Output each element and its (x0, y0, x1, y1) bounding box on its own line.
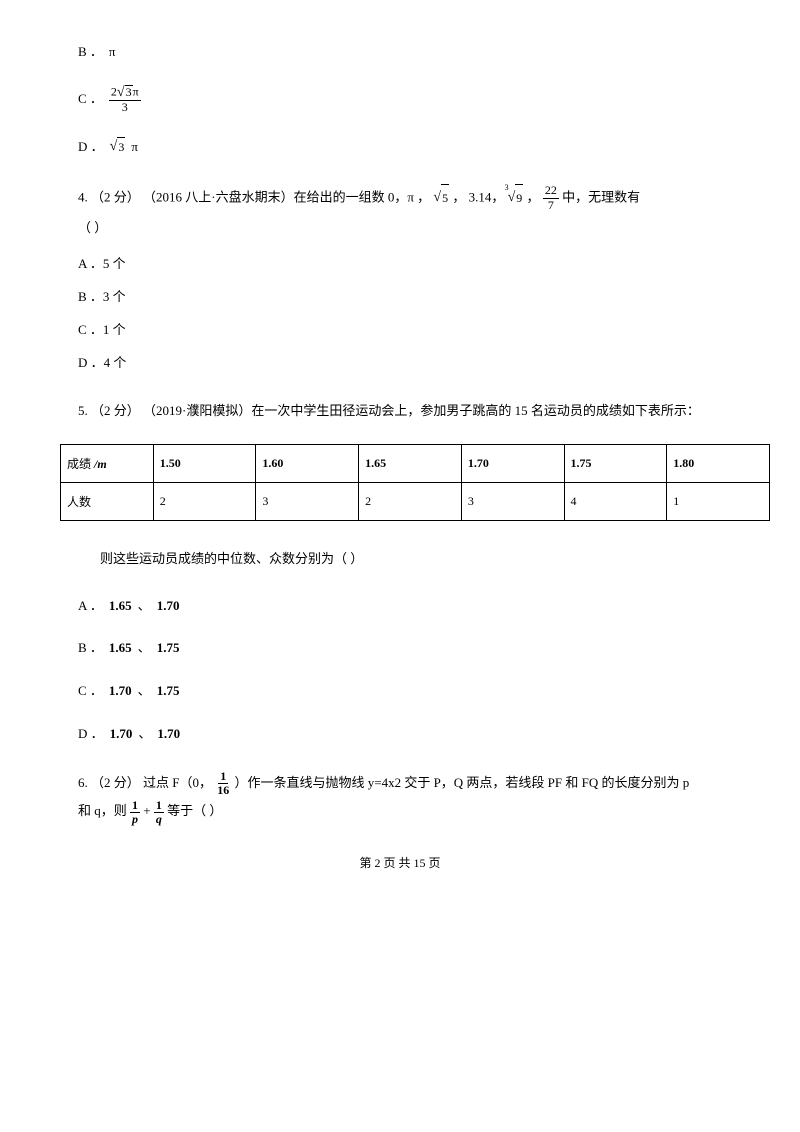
q4-stem: 4. （2 分） （2016 八上·六盘水期末）在给出的一组数 0，π ， 5 … (78, 183, 760, 242)
option-label: D ． (78, 724, 104, 745)
table-cell: 2 (359, 482, 462, 520)
table-row: 人数 2 3 2 3 4 1 (61, 482, 770, 520)
denominator: 3 (120, 101, 130, 114)
option-sep: 、 (138, 638, 151, 659)
q4-paren: （ ） (78, 220, 107, 235)
table-cell: 1.70 (461, 444, 564, 482)
q5-option-c: C ． 1.70 、 1.75 (78, 681, 760, 702)
fraction: 1 q (154, 799, 164, 826)
option-label: A ． (78, 596, 103, 617)
cbrt-icon: 39 (508, 183, 524, 214)
fraction: 22 7 (543, 184, 559, 211)
sqrt-icon: 3 (117, 85, 133, 100)
plus-sign: + (143, 803, 150, 818)
q5-option-d: D ． 1.70 、 1.70 (78, 724, 760, 745)
q6-line2-pre: 和 q，则 (78, 803, 127, 818)
table-cell: 4 (564, 482, 667, 520)
q5-option-b: B ． 1.65 、 1.75 (78, 638, 760, 659)
option-v1: 1.70 (109, 681, 132, 702)
q4-text-mid2: ， (527, 189, 543, 204)
option-v1: 1.70 (110, 724, 133, 745)
option-value: π (109, 42, 116, 63)
option-label: C ． (78, 89, 103, 110)
numerator: 23π (109, 85, 141, 101)
numerator: 1 (154, 799, 164, 813)
denominator: 16 (215, 784, 231, 797)
numerator: 1 (218, 770, 228, 784)
option-v2: 1.75 (157, 638, 180, 659)
page-container: B ． π C ． 23π 3 D ． 3π 4. （2 分） （2016 八上… (0, 0, 800, 901)
option-sep: 、 (138, 596, 151, 617)
fraction: 1 16 (215, 770, 231, 797)
q4-option-d: D ．4 个 (78, 353, 760, 374)
q5-option-a: A ． 1.65 、 1.70 (78, 596, 760, 617)
option-v2: 1.70 (157, 596, 180, 617)
q6-line2-post: 等于（ ） (167, 803, 222, 818)
denominator: q (154, 813, 164, 826)
table-cell: 1.65 (359, 444, 462, 482)
option-v2: 1.70 (157, 724, 180, 745)
option-label: B ． (78, 42, 103, 63)
option-sep: 、 (138, 724, 151, 745)
q6-pre: 6. （2 分） 过点 F（0， (78, 775, 212, 790)
option-label: D ． (78, 137, 104, 158)
q6-stem: 6. （2 分） 过点 F（0， 1 16 ）作一条直线与抛物线 y=4x2 交… (78, 769, 760, 826)
q3-option-d: D ． 3π (78, 136, 760, 158)
q4-text-suffix: 中，无理数有 (562, 189, 640, 204)
sqrt-icon: 3 (110, 136, 126, 158)
table-cell: 3 (256, 482, 359, 520)
q4-option-c: C ．1 个 (78, 320, 760, 341)
option-v1: 1.65 (109, 638, 132, 659)
option-v2: 1.75 (157, 681, 180, 702)
table-cell: 1.80 (667, 444, 770, 482)
sqrt-icon: 5 (433, 183, 449, 214)
table-cell: 1.75 (564, 444, 667, 482)
q3-option-c: C ． 23π 3 (78, 85, 760, 115)
q5-stem: 5. （2 分） （2019·濮阳模拟）在一次中学生田径运动会上，参加男子跳高的… (78, 397, 760, 426)
num-post: π (133, 84, 139, 98)
option-label: C ． (78, 681, 103, 702)
numerator: 22 (543, 184, 559, 198)
table-row: 成绩 /m 1.50 1.60 1.65 1.70 1.75 1.80 (61, 444, 770, 482)
table-cell: 人数 (61, 482, 154, 520)
q4-option-a: A ．5 个 (78, 254, 760, 275)
pi-text: π (131, 137, 138, 158)
numerator: 1 (130, 799, 140, 813)
page-footer: 第 2 页 共 15 页 (40, 854, 760, 871)
option-label: B ． (78, 638, 103, 659)
q6-mid1: ）作一条直线与抛物线 y=4x2 交于 P，Q 两点，若线段 PF 和 FQ 的… (234, 775, 689, 790)
q4-option-b: B ．3 个 (78, 287, 760, 308)
table-cell: 1 (667, 482, 770, 520)
q4-text-mid1: ， 3.14， (452, 189, 504, 204)
q5-subtext: 则这些运动员成绩的中位数、众数分别为（ ） (100, 545, 760, 574)
q3-option-b: B ． π (78, 42, 760, 63)
table-cell: 1.60 (256, 444, 359, 482)
fraction: 23π 3 (109, 85, 141, 115)
table-cell: 2 (153, 482, 256, 520)
table-cell: 成绩 /m (61, 444, 154, 482)
q5-table: 成绩 /m 1.50 1.60 1.65 1.70 1.75 1.80 人数 2… (60, 444, 770, 521)
option-sep: 、 (138, 681, 151, 702)
option-v1: 1.65 (109, 596, 132, 617)
q4-text-pre: 4. （2 分） （2016 八上·六盘水期末）在给出的一组数 0，π ， (78, 189, 430, 204)
table-cell: 1.50 (153, 444, 256, 482)
fraction: 1 p (130, 799, 140, 826)
denominator: 7 (546, 199, 556, 212)
table-cell: 3 (461, 482, 564, 520)
denominator: p (130, 813, 140, 826)
